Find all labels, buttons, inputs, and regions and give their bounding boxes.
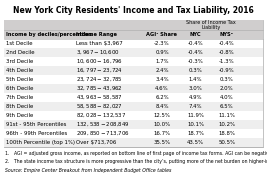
Bar <box>4 93 263 102</box>
Text: Income Range: Income Range <box>76 32 117 37</box>
Text: 1.7%: 1.7% <box>155 59 169 64</box>
Text: 7th Decile: 7th Decile <box>6 95 33 100</box>
Text: -0.9%: -0.9% <box>219 68 234 73</box>
Text: -0.8%: -0.8% <box>219 50 234 55</box>
Text: 6th Decile: 6th Decile <box>6 86 33 91</box>
Text: $3,967 - $10,600: $3,967 - $10,600 <box>76 49 119 56</box>
Text: -1.3%: -1.3% <box>219 59 234 64</box>
Text: Income by deciles/percentiles: Income by deciles/percentiles <box>6 32 92 37</box>
Text: 3rd Decile: 3rd Decile <box>6 59 33 64</box>
Bar <box>4 66 263 75</box>
Text: 11.9%: 11.9% <box>187 113 204 118</box>
Text: -0.4%: -0.4% <box>188 41 203 46</box>
Text: 2nd Decile: 2nd Decile <box>6 50 34 55</box>
Text: 4th Decile: 4th Decile <box>6 68 33 73</box>
Text: 43.5%: 43.5% <box>187 140 204 145</box>
Bar <box>4 75 263 84</box>
Text: 6.2%: 6.2% <box>155 95 169 100</box>
Bar <box>4 84 263 93</box>
Text: 9th Decile: 9th Decile <box>6 113 33 118</box>
Text: Over $713,706: Over $713,706 <box>76 140 116 145</box>
Text: 10.2%: 10.2% <box>218 122 235 127</box>
Bar <box>4 120 263 129</box>
Text: 8th Decile: 8th Decile <box>6 104 33 109</box>
Text: Source: Empire Center Breakout from Independent Budget Office tables: Source: Empire Center Breakout from Inde… <box>5 168 171 173</box>
Bar <box>4 20 263 147</box>
Text: AGI¹ Share: AGI¹ Share <box>147 32 178 37</box>
Bar <box>4 20 263 30</box>
Text: 6.5%: 6.5% <box>220 104 234 109</box>
Text: 16.7%: 16.7% <box>154 131 171 136</box>
Text: $43,963 - $58,587: $43,963 - $58,587 <box>76 94 123 101</box>
Text: Share of Income Tax
Liability: Share of Income Tax Liability <box>186 20 236 30</box>
Text: -0.3%: -0.3% <box>188 59 203 64</box>
Text: 35.5%: 35.5% <box>154 140 171 145</box>
Text: New York City Residents' Income and Tax Liability, 2016: New York City Residents' Income and Tax … <box>13 6 253 15</box>
Text: 3.0%: 3.0% <box>189 86 203 91</box>
Text: -2.3%: -2.3% <box>154 41 170 46</box>
Text: NYS²: NYS² <box>220 32 234 37</box>
Text: 1.4%: 1.4% <box>189 77 202 82</box>
Text: 4.0%: 4.0% <box>220 95 234 100</box>
Bar <box>4 30 263 39</box>
Text: 2.4%: 2.4% <box>155 68 169 73</box>
Text: 5th Decile: 5th Decile <box>6 77 33 82</box>
Text: $132,538 - $208,849: $132,538 - $208,849 <box>76 121 129 128</box>
Text: 10.1%: 10.1% <box>187 122 204 127</box>
Text: 3.4%: 3.4% <box>155 77 169 82</box>
Text: 4.6%: 4.6% <box>155 86 169 91</box>
Text: 4.9%: 4.9% <box>189 95 202 100</box>
Text: 0.9%: 0.9% <box>155 50 169 55</box>
Bar <box>4 111 263 120</box>
Text: 96th - 99th Percentiles: 96th - 99th Percentiles <box>6 131 67 136</box>
Text: 50.5%: 50.5% <box>218 140 235 145</box>
Text: 8.4%: 8.4% <box>155 104 169 109</box>
Text: 0.3%: 0.3% <box>220 77 234 82</box>
Bar <box>4 102 263 111</box>
Text: 1.   AGI = adjusted gross income, as reported on bottom line of first page of in: 1. AGI = adjusted gross income, as repor… <box>5 151 267 156</box>
Text: 0.3%: 0.3% <box>189 68 203 73</box>
Text: NYC: NYC <box>190 32 202 37</box>
Text: 7.4%: 7.4% <box>189 104 202 109</box>
Text: $58,588 - $82,027: $58,588 - $82,027 <box>76 103 123 110</box>
Bar <box>4 48 263 57</box>
Bar <box>4 138 263 147</box>
Bar <box>4 129 263 138</box>
Text: $209,850 - $713,706: $209,850 - $713,706 <box>76 130 130 137</box>
Text: 100th Percentile (top 1%): 100th Percentile (top 1%) <box>6 140 75 145</box>
Text: $10,600 - $16,796: $10,600 - $16,796 <box>76 58 123 65</box>
Text: 11.1%: 11.1% <box>218 113 235 118</box>
Text: $82,028 - $132,537: $82,028 - $132,537 <box>76 112 126 119</box>
Text: -0.4%: -0.4% <box>188 50 203 55</box>
Text: $32,785 - $43,962: $32,785 - $43,962 <box>76 85 123 92</box>
Bar <box>4 39 263 48</box>
Text: 12.5%: 12.5% <box>154 113 170 118</box>
Text: 91st - 95th Percentiles: 91st - 95th Percentiles <box>6 122 66 127</box>
Text: 2.0%: 2.0% <box>220 86 234 91</box>
Text: $16,797 - $23,724: $16,797 - $23,724 <box>76 67 123 74</box>
Text: 10.0%: 10.0% <box>154 122 171 127</box>
Text: 18.7%: 18.7% <box>187 131 204 136</box>
Text: 18.8%: 18.8% <box>218 131 235 136</box>
Bar <box>4 57 263 66</box>
Text: Less than $3,967: Less than $3,967 <box>76 41 123 46</box>
Text: -0.4%: -0.4% <box>219 41 234 46</box>
Text: 1st Decile: 1st Decile <box>6 41 33 46</box>
Text: $23,724 - $32,785: $23,724 - $32,785 <box>76 76 123 83</box>
Text: 2.   The state income tax structure is more progressive than the city’s, putting: 2. The state income tax structure is mor… <box>5 159 267 164</box>
